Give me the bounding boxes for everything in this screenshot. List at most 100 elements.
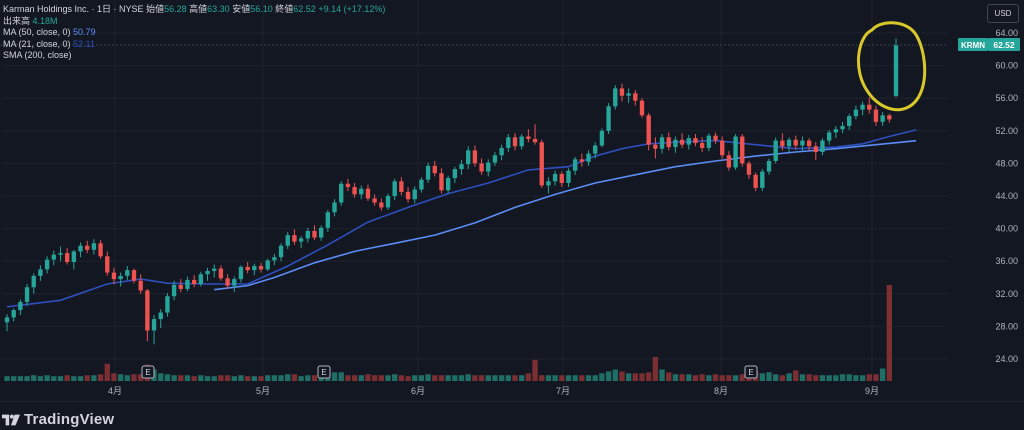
candle-body	[252, 266, 257, 271]
volume-bar	[331, 372, 338, 381]
ma21-value: 52.11	[73, 38, 95, 49]
volume-bar	[371, 375, 378, 381]
candle-body	[452, 169, 458, 179]
ma21-row[interactable]: MA (21, close, 0) 52.11	[3, 39, 385, 51]
footer-bar	[0, 402, 1024, 430]
candle-body	[760, 171, 765, 188]
candle-body	[673, 139, 678, 148]
volume-bar	[779, 375, 786, 381]
volume-bar	[732, 375, 739, 381]
candle-body	[445, 178, 451, 191]
volume-bar	[619, 371, 625, 381]
volume-bar	[244, 376, 251, 381]
candle-body	[466, 150, 471, 165]
time-tick-label: 9月	[865, 386, 879, 396]
volume-bar	[178, 375, 184, 381]
candle-body	[225, 278, 230, 286]
candle-body	[492, 155, 498, 163]
volume-bar	[632, 373, 638, 381]
volume-bar	[793, 370, 799, 381]
earnings-marker	[317, 365, 331, 379]
volume-bar	[71, 376, 77, 381]
volume-bar	[759, 373, 765, 381]
volume-bar	[545, 375, 552, 381]
candle-body	[205, 270, 210, 275]
ticker-tag-label: KRMN	[961, 41, 985, 50]
volume-bar	[505, 375, 511, 381]
symbol-name[interactable]: Karman Holdings Inc. · 1日 · NYSE	[3, 4, 144, 14]
candle-body	[800, 140, 805, 146]
candle-body	[579, 159, 585, 162]
candle-body	[138, 280, 143, 291]
candle-body	[379, 202, 384, 208]
candle-body	[840, 125, 845, 130]
candle-body	[105, 256, 110, 273]
candle-body	[198, 274, 204, 285]
earnings-marker-label: E	[748, 368, 753, 377]
symbol-ohlc-row: Karman Holdings Inc. · 1日 · NYSE 始値56.28…	[3, 4, 385, 16]
price-axis-bg	[952, 0, 1024, 402]
candle-body	[613, 88, 618, 107]
volume-bar	[278, 375, 284, 381]
candle-body	[165, 296, 170, 313]
candle-body	[98, 243, 103, 257]
volume-bar	[285, 374, 291, 381]
volume-bar	[612, 369, 618, 381]
candle-body	[64, 253, 70, 263]
volume-bar	[539, 375, 545, 381]
time-tick-label: 6月	[411, 386, 425, 396]
ma50-row[interactable]: MA (50, close, 0) 50.79	[3, 27, 385, 39]
low-value: 56.10	[250, 4, 273, 14]
volume-bar	[305, 375, 311, 381]
currency-button[interactable]: USD	[987, 4, 1019, 23]
candle-body	[238, 266, 244, 280]
volume-bar	[739, 374, 745, 381]
candle-body	[606, 106, 611, 131]
candle-body	[51, 254, 56, 260]
candle-body	[399, 181, 404, 192]
candle-body	[506, 137, 511, 148]
high-value: 63.30	[207, 4, 230, 14]
candle-body	[78, 245, 83, 252]
candle-body	[131, 270, 137, 281]
tradingview-logo[interactable]: TradingView	[2, 411, 114, 428]
candle-body	[11, 310, 16, 318]
candle-body	[71, 251, 77, 263]
volume-bar	[351, 375, 358, 381]
time-tick-label: 7月	[556, 386, 570, 396]
candle-body	[412, 189, 417, 200]
ma50-line	[214, 139, 917, 291]
candle-body	[111, 272, 117, 280]
candle-body	[171, 284, 177, 297]
candle-body	[18, 301, 23, 311]
volume-bar	[706, 375, 712, 381]
candle-body	[753, 174, 758, 188]
volume-bar	[97, 374, 104, 381]
time-tick-label: 8月	[714, 386, 728, 396]
candle-body	[713, 135, 718, 141]
volume-bar	[813, 375, 819, 381]
volume-bar	[44, 375, 50, 381]
sma200-row[interactable]: SMA (200, close)	[3, 50, 385, 62]
volume-row[interactable]: 出来高 4.18M	[3, 16, 385, 28]
ma21-label: MA (21, close, 0)	[3, 38, 71, 49]
volume-bar	[525, 373, 532, 381]
volume-bar	[345, 375, 351, 381]
volume-bar	[358, 375, 364, 381]
volume-bar	[806, 374, 812, 381]
candle-body	[887, 115, 892, 120]
time-tick-label: 5月	[256, 386, 270, 396]
candle-body	[419, 179, 424, 190]
volume-bar	[11, 376, 17, 381]
sma200-label: SMA (200, close)	[3, 50, 72, 60]
volume-bar	[552, 375, 558, 381]
volume-bar	[131, 374, 137, 381]
ma50-value: 50.79	[73, 27, 96, 37]
volume-bar	[492, 375, 498, 381]
volume-bar	[559, 375, 565, 381]
candle-body	[439, 173, 444, 191]
volume-bar	[866, 374, 872, 381]
price-axis[interactable]: 64.00 60.00 56.00 52.00 48.00 44.00 40.00 36.00…	[952, 0, 1024, 402]
volume-bar	[719, 375, 725, 381]
